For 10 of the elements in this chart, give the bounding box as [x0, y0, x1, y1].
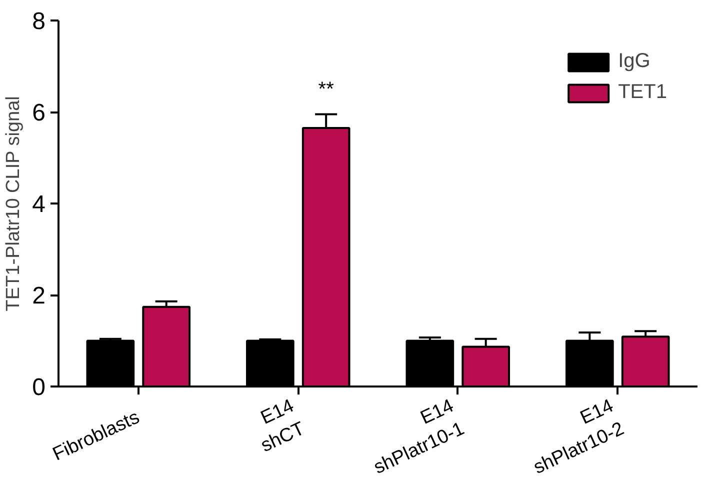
y-tick-label: 8 [32, 8, 46, 35]
y-axis-title: TET1-Platr10 CLIP signal [3, 96, 24, 312]
y-tick-label: 0 [32, 374, 46, 401]
legend-label: IgG [618, 50, 650, 73]
annotation: ** [318, 78, 334, 100]
y-tick-label: 4 [32, 191, 46, 218]
y-tick-label: 6 [32, 100, 46, 126]
x-tick-label: E14 shCT [258, 395, 308, 457]
legend-label: TET1 [618, 81, 667, 104]
y-tick-label: 2 [32, 282, 46, 310]
